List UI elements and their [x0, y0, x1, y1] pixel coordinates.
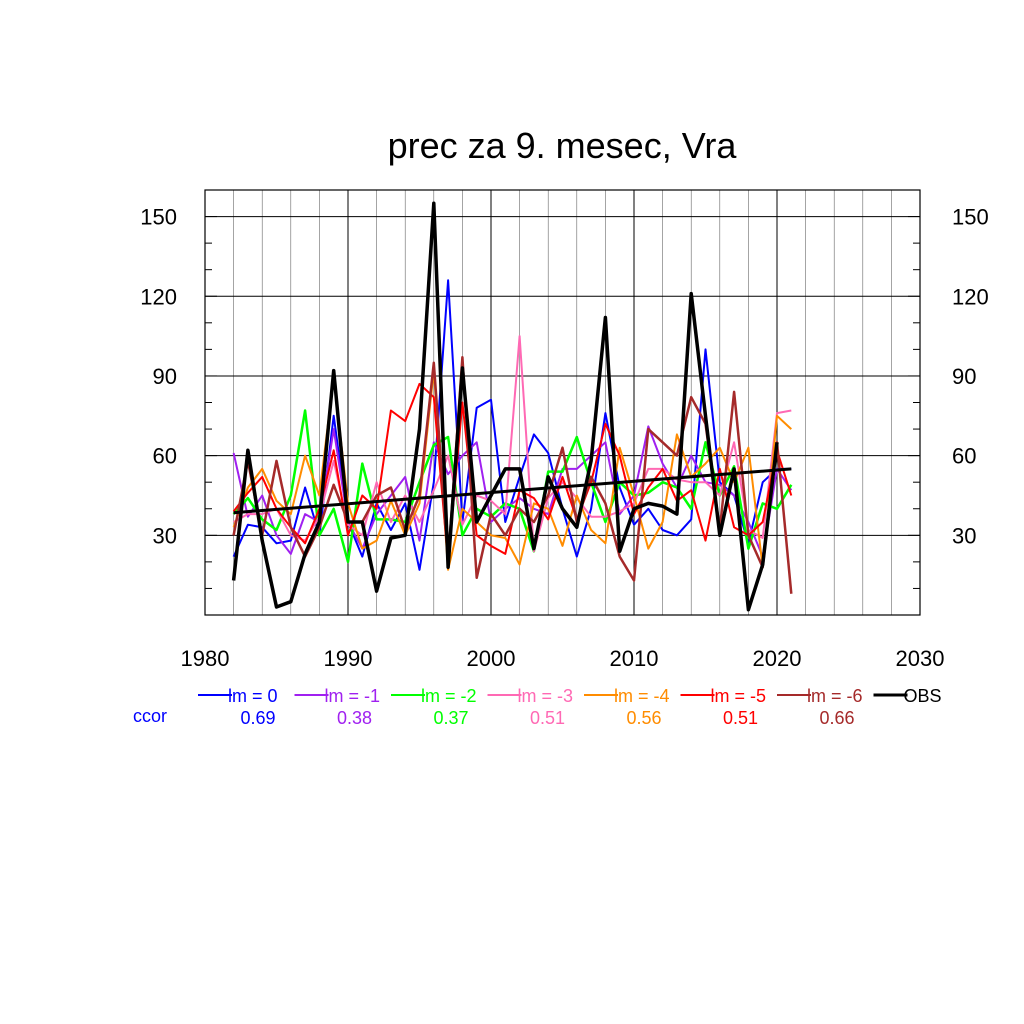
x-tick-label: 2020 [753, 646, 802, 671]
legend-label-3: lm = -3 [518, 686, 574, 706]
y-tick-label-left: 60 [153, 444, 177, 469]
y-tick-label-right: 150 [952, 205, 989, 230]
y-tick-label-left: 30 [153, 523, 177, 548]
y-tick-label-right: 30 [952, 523, 976, 548]
legend-label-4: lm = -4 [614, 686, 670, 706]
series-line-3 [233, 335, 792, 553]
x-tick-label: 1980 [181, 646, 230, 671]
legend-label-0: lm = 0 [228, 686, 278, 706]
legend-label-5: lm = -5 [711, 686, 767, 706]
ccor-value-1: 0.38 [337, 708, 372, 728]
plot-frame [204, 189, 921, 616]
y-tick-label-right: 120 [952, 284, 989, 309]
ccor-value-4: 0.56 [626, 708, 661, 728]
ccor-value-6: 0.66 [819, 708, 854, 728]
y-tick-label-left: 120 [140, 284, 177, 309]
y-tick-label-right: 90 [952, 364, 976, 389]
series-line-7 [231, 201, 779, 612]
plot-border [204, 189, 921, 616]
legend-label-6: lm = -6 [807, 686, 863, 706]
x-tick-label: 1990 [324, 646, 373, 671]
x-tick-label: 2010 [610, 646, 659, 671]
ccor-value-0: 0.69 [240, 708, 275, 728]
chart-title: prec za 9. mesec, Vra [388, 125, 738, 166]
y-tick-label-left: 90 [153, 364, 177, 389]
y-tick-label-right: 60 [952, 444, 976, 469]
axes-layer: 1980 1990 2000 2010 2020 2030 30 30 60 60 90 90 120 1… [140, 205, 988, 671]
series-layer [231, 201, 793, 612]
grid [205, 190, 920, 615]
x-tick-label: 2000 [467, 646, 516, 671]
ccor-value-2: 0.37 [433, 708, 468, 728]
y-tick-label-left: 150 [140, 205, 177, 230]
legend-label-2: lm = -2 [421, 686, 477, 706]
ccor-value-5: 0.51 [723, 708, 758, 728]
x-tick-label: 2030 [896, 646, 945, 671]
ccor-row-label: ccor [133, 706, 167, 726]
ccor-value-3: 0.51 [530, 708, 565, 728]
legend-label-7: OBS [904, 686, 942, 706]
trend-line [233, 467, 792, 515]
legend-label-1: lm = -1 [325, 686, 381, 706]
